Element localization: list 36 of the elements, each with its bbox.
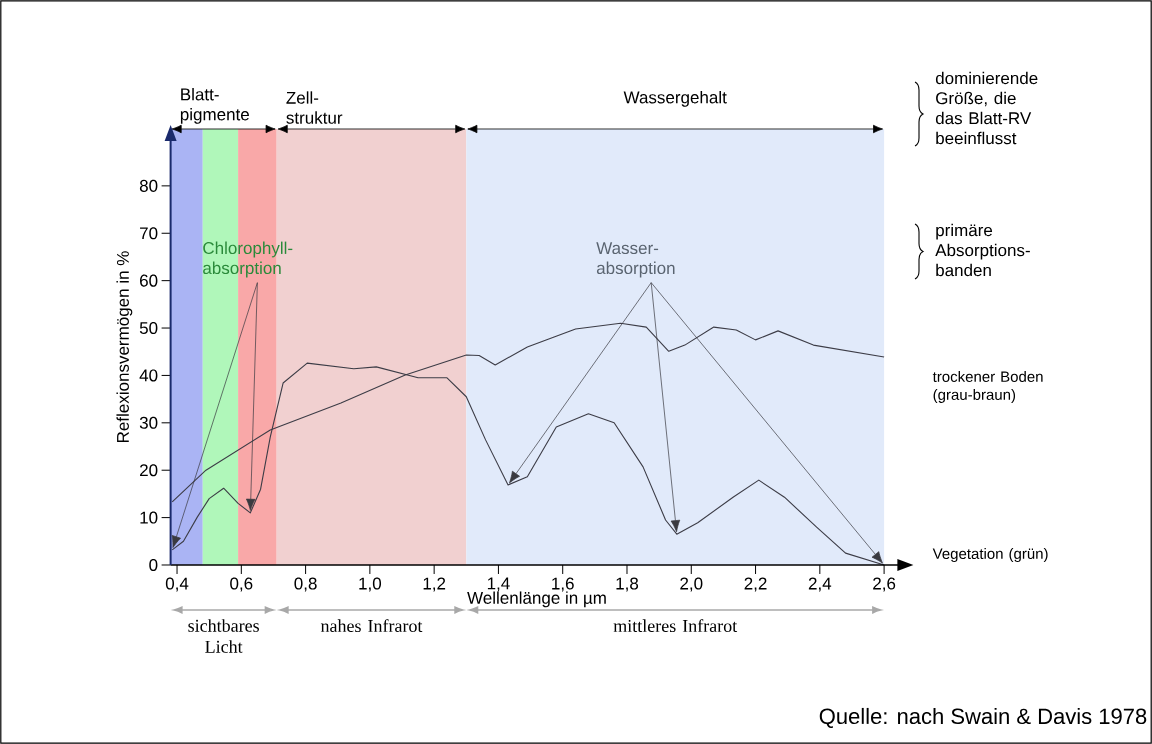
text: Zell-struktur <box>286 91 343 124</box>
text: nahes Infrarot <box>320 619 423 633</box>
x-tick-label: 1,0 <box>359 577 382 592</box>
x-tick-label: 1,8 <box>616 577 639 592</box>
y-tick-label: 50 <box>139 322 158 335</box>
x-tick-label: 2,0 <box>680 577 703 592</box>
y-tick-label: 40 <box>139 369 158 382</box>
x-tick-label: 0,6 <box>230 577 253 592</box>
x-tick-label: 2,6 <box>873 577 896 592</box>
source-note: Quelle: nach Swain & Davis 1978 <box>819 707 1147 729</box>
text: mittleres Infrarot <box>613 619 738 633</box>
y-tick-label: 30 <box>139 416 158 429</box>
text: Vegetation (grün) <box>932 548 1048 562</box>
text: Blatt-pigmente <box>180 87 249 124</box>
y-axis-title: Reflexionsvermögen in % <box>116 251 133 442</box>
y-tick-label: 60 <box>140 274 158 287</box>
y-tick-label: 10 <box>140 511 158 524</box>
y-tick-label: 0 <box>149 558 158 572</box>
y-tick-label: 80 <box>139 179 158 192</box>
annotation: Wasser-absorption <box>596 242 675 278</box>
x-tick-label: 1,4 <box>487 577 510 592</box>
x-tick-label: 2,2 <box>744 577 767 592</box>
x-axis-title: Wellenlänge in µm <box>467 591 606 608</box>
text: sichtbares Licht <box>188 619 259 653</box>
y-tick-label: 70 <box>140 227 158 240</box>
text: Wassergehalt <box>623 90 727 107</box>
x-tick-label: 1,6 <box>552 577 574 592</box>
text: dominierende Größe, die das Blatt-RV beeinflusst <box>935 71 1038 145</box>
x-tick-label: 2,4 <box>808 577 832 592</box>
text: primäre Absorptions-banden <box>935 223 1030 277</box>
x-tick-label: 0,4 <box>165 577 189 592</box>
text: trockener Boden (grau-braun) <box>932 370 1043 403</box>
x-tick-label: 0,8 <box>294 577 317 592</box>
annotation: Chlorophyll-absorption <box>203 241 293 278</box>
y-tick-label: 20 <box>140 464 158 477</box>
x-tick-label: 1,2 <box>423 577 446 592</box>
